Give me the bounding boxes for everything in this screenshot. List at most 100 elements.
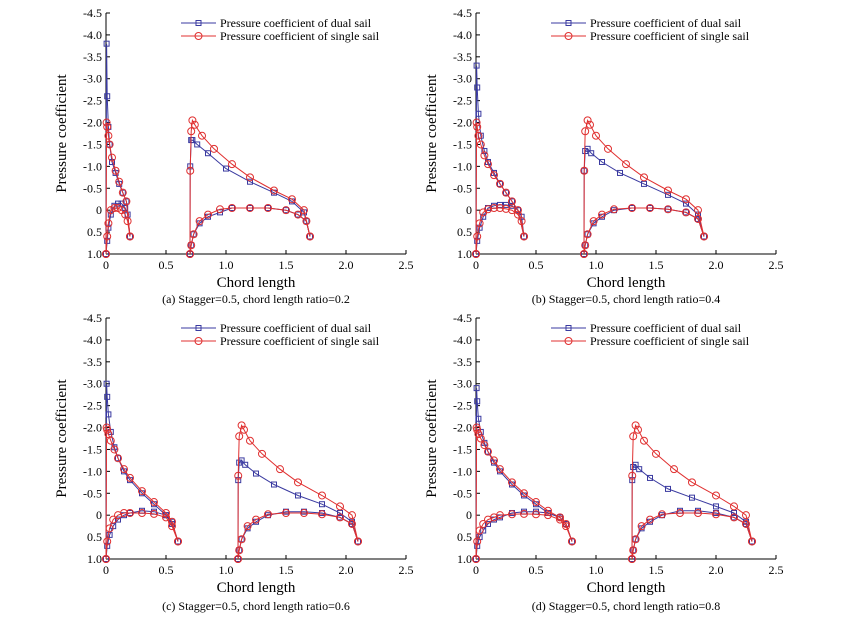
data-point [252,515,260,524]
series-line [475,207,525,255]
data-point [264,510,272,519]
data-point [106,436,115,445]
series-line [583,207,705,255]
data-point [120,465,128,474]
data-point [481,148,488,155]
data-point [242,461,249,468]
data-point [103,40,110,47]
data-point [629,546,638,555]
data-point [246,203,254,212]
data-point [271,481,277,488]
data-point [701,233,707,240]
data-point [472,250,480,258]
chart-panel-c: -4.5 -4.0 -3.5 -3.0 -2.5 -2.0 -1.5 -1.0 -0.5 0 0.5… [54,311,414,613]
data-point [598,210,606,219]
data-point [246,173,254,182]
data-point [508,197,516,206]
y-tick-label: -1.0 [83,159,102,173]
data-point [532,498,540,507]
data-point [475,526,484,535]
x-axis-title: Chord length [217,580,296,596]
x-tick-label: 1.5 [649,563,664,577]
data-point [253,470,259,477]
data-point [247,178,253,185]
data-point [126,232,134,241]
data-point [237,421,246,430]
data-point [670,465,678,474]
data-point [474,131,483,140]
data-point [318,510,326,519]
data-point [119,189,126,196]
data-point [300,206,308,215]
y-tick-label: -2.0 [453,116,472,130]
panel-caption: (c) Stagger=0.5, chord length ratio=0.6 [162,599,350,613]
series-line [475,388,573,560]
data-point [106,531,113,538]
data-point [730,502,738,511]
y-tick-label: -4.5 [83,6,102,20]
y-tick-label: 0 [466,508,472,522]
data-point [150,509,158,518]
panel-caption: (d) Stagger=0.5, chord length ratio=0.8 [532,599,721,613]
data-point [479,519,488,528]
y-tick-label: 1.0 [87,247,102,261]
legend-marker-circle [194,32,203,40]
data-point [712,510,720,519]
x-tick-label: 2.0 [709,563,724,577]
data-point [694,508,702,517]
data-point [294,478,302,487]
data-point [186,250,194,258]
data-point [187,241,196,250]
legend-label: Pressure coefficient of dual sail [590,321,742,335]
data-point [234,471,243,480]
data-point [104,131,113,140]
data-point [104,93,111,100]
data-point [150,498,158,507]
series-line [631,512,753,560]
data-point [103,425,112,434]
data-point [604,144,612,153]
y-tick-label: -3.5 [453,50,472,64]
data-point [475,110,482,117]
data-point [742,519,750,528]
y-tick-label: -2.5 [83,94,102,108]
x-tick-label: 2.5 [769,563,784,577]
data-point [318,491,326,500]
data-point [108,153,116,162]
data-point [235,432,244,441]
data-point [354,537,362,546]
data-point [174,537,182,546]
data-point [115,200,121,207]
data-point [502,188,510,197]
data-point [110,203,119,212]
data-point [103,122,112,131]
data-point [544,506,552,515]
data-point [632,461,639,468]
data-point [485,520,491,527]
data-point [102,118,111,127]
y-tick-label: 1.0 [457,247,472,261]
x-tick-label: 1.5 [649,258,664,272]
data-point [508,510,516,519]
data-point [118,200,125,207]
data-point [647,474,653,481]
data-point [228,160,236,169]
data-point [186,166,195,175]
data-point [628,203,636,212]
data-point [490,171,498,180]
series-single-sail [102,421,362,563]
data-point [636,466,643,473]
data-point [302,217,311,226]
data-point [682,208,690,217]
y-tick-label: -2.5 [453,94,472,108]
data-point [295,211,301,218]
data-point [234,555,242,563]
data-point [243,522,252,531]
data-point [102,555,110,563]
data-point [556,513,564,522]
legend-marker-circle [194,337,203,345]
data-point [694,214,702,223]
data-point [111,166,120,175]
series-line [189,118,311,255]
y-tick-label: -0.5 [83,181,102,195]
